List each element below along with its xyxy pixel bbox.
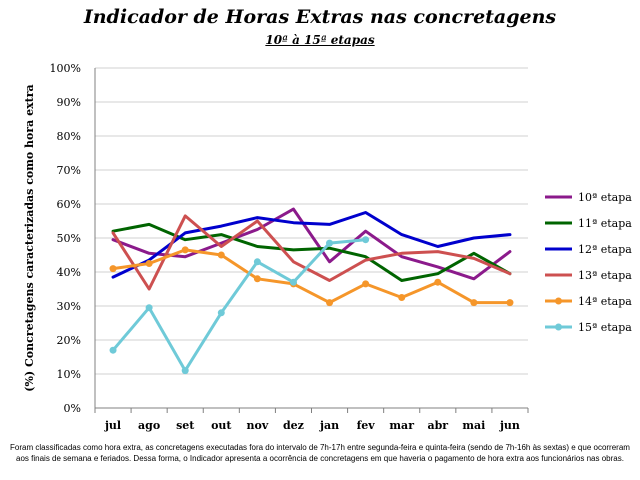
series-line	[111, 214, 512, 291]
y-tick-label: 10%	[57, 368, 81, 381]
series-line	[111, 238, 368, 373]
x-tick-label: set	[176, 419, 195, 432]
y-tick-label: 90%	[57, 96, 81, 109]
series-line	[111, 211, 512, 279]
data-point	[434, 278, 442, 286]
data-point	[109, 265, 117, 273]
x-tick-label: jul	[104, 419, 121, 432]
legend-label: 10ª etapa	[578, 191, 632, 204]
y-tick-label: 80%	[57, 130, 81, 143]
data-point	[253, 258, 261, 266]
y-tick-label: 20%	[57, 334, 81, 347]
y-tick-label: 60%	[57, 198, 81, 211]
x-tick-label: mar	[389, 419, 414, 432]
x-tick-label: abr	[427, 419, 448, 432]
legend-marker	[555, 323, 562, 331]
x-tick-label: jan	[319, 419, 339, 432]
y-tick-label: 30%	[57, 300, 81, 313]
data-point	[181, 246, 189, 254]
data-point	[109, 346, 117, 354]
y-tick-label: 40%	[57, 266, 81, 279]
chart-subtitle: 10ª à 15ª etapas	[265, 33, 375, 47]
axes	[94, 68, 529, 413]
legend-label: 12ª etapa	[578, 243, 632, 256]
y-tick-label: 70%	[57, 164, 81, 177]
x-tick-label: mai	[462, 419, 485, 432]
y-axis-label: (%) Concretagens caracterizadas como hor…	[23, 84, 36, 391]
data-point	[470, 299, 478, 307]
data-point	[145, 260, 153, 267]
x-tick-label: ago	[138, 419, 160, 432]
data-point	[145, 304, 153, 312]
x-tick-label: dez	[283, 419, 304, 432]
series-line	[111, 248, 512, 305]
data-point	[326, 299, 334, 307]
legend-label: 11ª etapa	[578, 217, 632, 230]
data-point	[326, 239, 334, 247]
legend-label: 13ª etapa	[578, 269, 632, 282]
data-point	[398, 294, 406, 301]
x-tick-label: fev	[357, 419, 376, 432]
x-tick-label: jun	[499, 419, 520, 432]
legend-marker	[555, 297, 562, 305]
y-tick-labels: 0% 10% 20% 30% 40% 50% 60% 70% 80% 90% 100%	[50, 62, 81, 415]
data-point	[362, 236, 370, 244]
legend: 10ª etapa 11ª etapa 12ª etapa 13ª etapa 14ª …	[545, 191, 632, 334]
y-tick-label: 100%	[50, 62, 81, 75]
x-tick-label: nov	[247, 419, 269, 432]
line-chart: 0% 10% 20% 30% 40% 50% 60% 70% 80% 90% 100% jul ago…	[23, 62, 632, 432]
x-tick-label: out	[211, 419, 232, 432]
y-tick-label: 50%	[57, 232, 81, 245]
y-tick-label: 0%	[64, 402, 81, 415]
data-point	[506, 299, 514, 307]
data-point	[181, 367, 189, 375]
data-point	[289, 278, 297, 286]
data-point	[362, 280, 370, 288]
footnote: Foram classificadas como hora extra, as …	[10, 443, 630, 463]
legend-label: 15ª etapa	[578, 321, 632, 334]
data-point	[217, 251, 225, 259]
series-lines	[109, 207, 514, 375]
data-point	[217, 309, 225, 317]
legend-label: 14ª etapa	[578, 295, 632, 308]
data-point	[253, 275, 261, 283]
x-tick-labels: jul ago set out nov dez jan fev mar abr mai jun	[104, 419, 520, 432]
chart-title: Indicador de Horas Extras nas concretage…	[83, 6, 557, 28]
